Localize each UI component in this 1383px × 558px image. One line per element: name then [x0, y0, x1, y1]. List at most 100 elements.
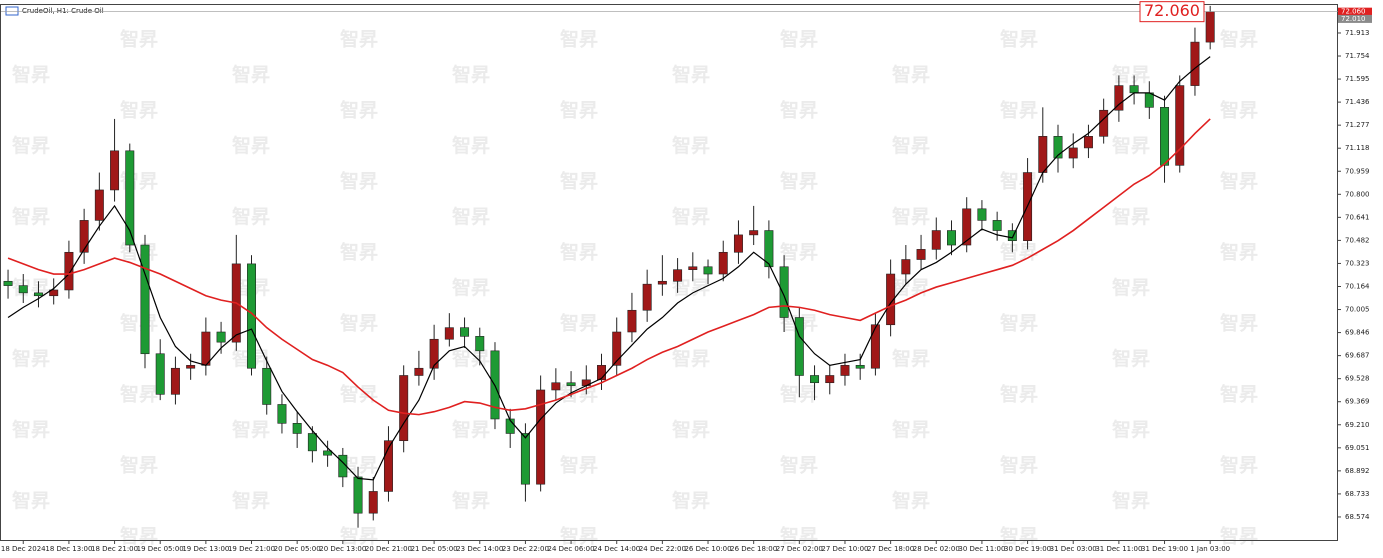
candle-body	[1175, 85, 1185, 166]
watermark: 智昇	[672, 347, 710, 370]
watermark: 智昇	[1112, 418, 1150, 441]
candle-body	[155, 353, 165, 395]
candle-body	[125, 150, 135, 246]
watermark: 智昇	[672, 489, 710, 512]
candle-body	[1129, 85, 1139, 94]
candle-body	[353, 476, 363, 514]
x-tick-label: 23 Dec 14:00	[456, 545, 503, 553]
x-tick-label: 18 Dec 21:00	[91, 545, 138, 553]
x-tick-label: 30 Dec 19:00	[1004, 545, 1051, 553]
watermark: 智昇	[340, 312, 378, 335]
watermark: 智昇	[1112, 134, 1150, 157]
watermark: 智昇	[120, 525, 158, 548]
candle-body	[201, 331, 211, 366]
candle-body	[383, 440, 393, 492]
y-tick-label: 71.754	[1345, 52, 1370, 60]
watermark: 智昇	[1112, 276, 1150, 299]
candle-body	[1160, 107, 1170, 166]
watermark: 智昇	[1112, 205, 1150, 228]
x-tick-label: 26 Dec 18:00	[730, 545, 777, 553]
watermark: 智昇	[560, 99, 598, 122]
price-tag-label: 72.060	[1341, 8, 1366, 16]
candle-body	[977, 208, 987, 221]
x-tick-label: 27 Dec 10:00	[821, 545, 868, 553]
watermark: 智昇	[1220, 525, 1258, 548]
candle-body	[1099, 109, 1109, 137]
candle-body	[779, 266, 789, 318]
y-tick-label: 70.005	[1345, 306, 1370, 314]
y-tick-label: 69.051	[1345, 444, 1370, 452]
candle-body	[1190, 41, 1200, 86]
candle-body	[475, 336, 485, 352]
watermark: 智昇	[672, 276, 710, 299]
candle-body	[1205, 11, 1215, 43]
watermark: 智昇	[892, 418, 930, 441]
candle-body	[292, 423, 302, 434]
x-tick-label: 31 Dec 03:00	[1050, 545, 1097, 553]
watermark: 智昇	[672, 205, 710, 228]
watermark: 智昇	[780, 99, 818, 122]
y-tick-label: 70.959	[1345, 167, 1370, 175]
candle-body	[916, 249, 926, 260]
candle-body	[277, 404, 287, 424]
watermark: 智昇	[1112, 489, 1150, 512]
candle-body	[444, 327, 454, 340]
watermark: 智昇	[1000, 454, 1038, 477]
candle-body	[1038, 136, 1048, 173]
candle-body	[33, 292, 43, 297]
candle-body	[764, 230, 774, 268]
candle-body	[551, 382, 561, 391]
watermark: 智昇	[892, 63, 930, 86]
watermark: 智昇	[452, 205, 490, 228]
y-tick-label: 70.641	[1345, 213, 1370, 221]
candle-body	[18, 285, 28, 294]
candle-body	[673, 269, 683, 282]
watermark: 智昇	[780, 170, 818, 193]
candle-body	[79, 220, 89, 253]
watermark: 智昇	[12, 347, 50, 370]
watermark: 智昇	[452, 63, 490, 86]
candle-body	[901, 259, 911, 275]
x-tick-label: 20 Dec 13:00	[319, 545, 366, 553]
watermark: 智昇	[892, 134, 930, 157]
candle-body	[520, 433, 530, 485]
y-tick-label: 71.118	[1345, 144, 1370, 152]
candle-body	[170, 367, 180, 395]
y-tick-label: 69.210	[1345, 421, 1370, 429]
y-tick-label: 69.369	[1345, 398, 1370, 406]
chart-title: CrudeOil, H1: Crude Oil	[22, 7, 104, 15]
watermark: 智昇	[340, 454, 378, 477]
candle-body	[1083, 136, 1093, 149]
candle-body	[825, 375, 835, 384]
candle-body	[1053, 136, 1063, 159]
candle-body	[947, 230, 956, 246]
watermark: 智昇	[12, 489, 50, 512]
watermark: 智昇	[1220, 241, 1258, 264]
candle-body	[323, 450, 333, 456]
candle-body	[794, 317, 804, 376]
candle-body	[718, 251, 728, 275]
watermark: 智昇	[892, 347, 930, 370]
watermark: 智昇	[560, 241, 598, 264]
watermark: 智昇	[232, 134, 270, 157]
x-tick-label: 30 Dec 11:00	[958, 545, 1005, 553]
watermark: 智昇	[1000, 383, 1038, 406]
candle-body	[810, 375, 820, 384]
watermark: 智昇	[452, 276, 490, 299]
candle-body	[870, 324, 880, 369]
chart-icon	[5, 6, 19, 16]
watermark: 智昇	[232, 418, 270, 441]
candle-body	[1068, 147, 1078, 159]
watermark: 智昇	[1220, 383, 1258, 406]
watermark: 智昇	[780, 525, 818, 548]
candle-body	[840, 365, 850, 376]
x-tick-label: 19 Dec 13:00	[182, 545, 229, 553]
watermark: 智昇	[340, 28, 378, 51]
x-tick-label: 27 Dec 02:00	[776, 545, 823, 553]
x-tick-label: 21 Dec 05:00	[411, 545, 458, 553]
candle-body	[399, 375, 409, 442]
watermark: 智昇	[560, 170, 598, 193]
candle-body	[1007, 230, 1017, 241]
watermark: 智昇	[340, 99, 378, 122]
y-tick-label: 69.528	[1345, 375, 1370, 383]
